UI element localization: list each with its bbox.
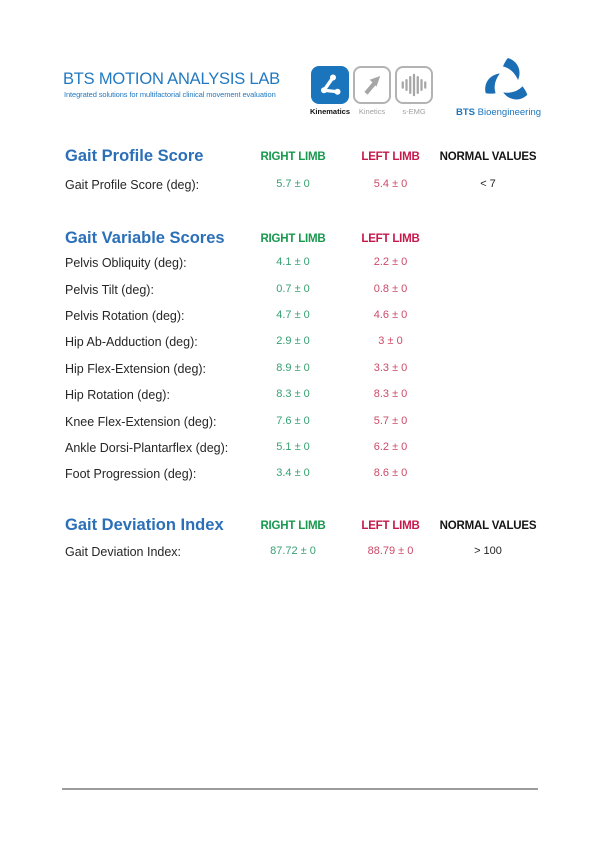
row-label: Hip Ab-Adduction (deg): bbox=[65, 335, 198, 349]
table-row: Pelvis Tilt (deg): 0.7 ± 0 0.8 ± 0 bbox=[0, 283, 600, 299]
right-limb-value: 8.3 ± 0 bbox=[276, 388, 310, 400]
row-label: Pelvis Rotation (deg): bbox=[65, 309, 185, 323]
column-header-right-limb: RIGHT LIMB bbox=[260, 233, 326, 245]
row-label: Hip Flex-Extension (deg): bbox=[65, 362, 207, 376]
column-header-right-limb: RIGHT LIMB bbox=[260, 151, 326, 163]
table-row: Foot Progression (deg): 3.4 ± 0 8.6 ± 0 bbox=[0, 467, 600, 483]
kinematics-markers-icon bbox=[321, 74, 341, 95]
column-header-right-limb: RIGHT LIMB bbox=[260, 520, 326, 532]
left-limb-value: 5.4 ± 0 bbox=[373, 178, 408, 190]
right-limb-value: 87.72 ± 0 bbox=[270, 545, 316, 557]
row-label: Foot Progression (deg): bbox=[65, 467, 197, 481]
row-label: Ankle Dorsi-Plantarflex (deg): bbox=[65, 441, 229, 455]
table-row: Gait Deviation Index: 87.72 ± 0 88.79 ± … bbox=[0, 545, 600, 561]
left-limb-value: 88.79 ± 0 bbox=[367, 545, 414, 557]
bts-logo-text: BTS Bioengineering bbox=[456, 107, 546, 118]
tab-kinetics-tile[interactable] bbox=[353, 66, 391, 104]
bts-logo-rest: Bioengineering bbox=[475, 107, 542, 118]
table-row: Knee Flex-Extension (deg): 7.6 ± 0 5.7 ±… bbox=[0, 415, 600, 431]
tab-kinetics-label: Kinetics bbox=[358, 107, 386, 116]
table-row: Hip Flex-Extension (deg): 8.9 ± 0 3.3 ± … bbox=[0, 362, 600, 378]
tab-semg[interactable]: s-EMG bbox=[395, 66, 433, 116]
right-limb-value: 2.9 ± 0 bbox=[276, 335, 310, 347]
row-label: Gait Deviation Index: bbox=[65, 545, 182, 559]
tab-semg-tile[interactable] bbox=[395, 66, 433, 104]
lab-subtitle: Integrated solutions for multifactorial … bbox=[64, 90, 276, 99]
left-limb-value: 5.7 ± 0 bbox=[373, 415, 408, 427]
left-limb-value: 2.2 ± 0 bbox=[373, 256, 408, 268]
left-limb-value: 8.6 ± 0 bbox=[373, 467, 408, 479]
row-label: Pelvis Obliquity (deg): bbox=[65, 256, 187, 270]
tab-semg-label: s-EMG bbox=[402, 107, 426, 116]
section-title-gait-profile-score: Gait Profile Score bbox=[65, 147, 204, 165]
tab-kinetics[interactable]: Kinetics bbox=[353, 66, 391, 116]
right-limb-value: 7.6 ± 0 bbox=[276, 415, 310, 427]
right-limb-value: 5.7 ± 0 bbox=[276, 178, 310, 190]
row-label: Hip Rotation (deg): bbox=[65, 388, 170, 402]
left-limb-value: 3 ± 0 bbox=[378, 335, 403, 347]
section-title-gait-deviation-index: Gait Deviation Index bbox=[65, 516, 224, 534]
normal-value: > 100 bbox=[474, 545, 502, 557]
right-limb-value: 4.7 ± 0 bbox=[276, 309, 310, 321]
table-row: Pelvis Rotation (deg): 4.7 ± 0 4.6 ± 0 bbox=[0, 309, 600, 325]
right-limb-value: 0.7 ± 0 bbox=[276, 283, 310, 295]
right-limb-value: 3.4 ± 0 bbox=[276, 467, 310, 479]
right-limb-value: 4.1 ± 0 bbox=[276, 256, 310, 268]
column-header-left-limb: LEFT LIMB bbox=[361, 520, 420, 532]
right-limb-value: 5.1 ± 0 bbox=[276, 441, 310, 453]
tab-kinematics-label: Kinematics bbox=[309, 107, 351, 116]
bts-swirl-icon bbox=[485, 58, 528, 100]
right-limb-value: 8.9 ± 0 bbox=[276, 362, 310, 374]
left-limb-value: 4.6 ± 0 bbox=[373, 309, 408, 321]
column-header-left-limb: LEFT LIMB bbox=[361, 233, 420, 245]
semg-waveform-icon bbox=[401, 73, 427, 97]
section-title-gait-variable-scores: Gait Variable Scores bbox=[65, 229, 225, 247]
table-row: Pelvis Obliquity (deg): 4.1 ± 0 2.2 ± 0 bbox=[0, 256, 600, 272]
footer-divider bbox=[62, 788, 538, 790]
left-limb-value: 3.3 ± 0 bbox=[373, 362, 408, 374]
modality-tabs: Kinematics Kinetics bbox=[309, 66, 433, 116]
row-label: Gait Profile Score (deg): bbox=[65, 178, 200, 192]
kinetics-arrow-icon bbox=[364, 76, 381, 95]
bts-logo-bold: BTS bbox=[456, 107, 475, 118]
left-limb-value: 6.2 ± 0 bbox=[373, 441, 408, 453]
column-header-normal-values: NORMAL VALUES bbox=[439, 520, 537, 532]
column-header-left-limb: LEFT LIMB bbox=[361, 151, 420, 163]
left-limb-value: 8.3 ± 0 bbox=[373, 388, 408, 400]
table-row: Hip Rotation (deg): 8.3 ± 0 8.3 ± 0 bbox=[0, 388, 600, 404]
column-header-normal-values: NORMAL VALUES bbox=[439, 151, 537, 163]
tab-kinematics[interactable]: Kinematics bbox=[309, 66, 351, 116]
table-row: Hip Ab-Adduction (deg): 2.9 ± 0 3 ± 0 bbox=[0, 335, 600, 351]
table-row: Gait Profile Score (deg): 5.7 ± 0 5.4 ± … bbox=[0, 178, 600, 194]
normal-value: < 7 bbox=[480, 178, 496, 190]
row-label: Pelvis Tilt (deg): bbox=[65, 283, 154, 297]
left-limb-value: 0.8 ± 0 bbox=[373, 283, 408, 295]
row-label: Knee Flex-Extension (deg): bbox=[65, 415, 217, 429]
table-row: Ankle Dorsi-Plantarflex (deg): 5.1 ± 0 6… bbox=[0, 441, 600, 457]
lab-title: BTS MOTION ANALYSIS LAB bbox=[63, 70, 280, 88]
tab-kinematics-tile[interactable] bbox=[311, 66, 349, 104]
